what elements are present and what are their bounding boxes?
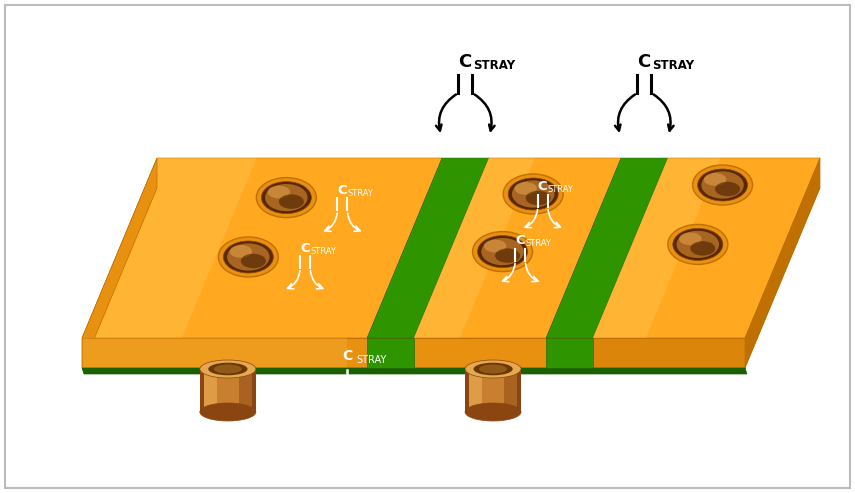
Ellipse shape <box>265 184 308 211</box>
Ellipse shape <box>668 224 728 264</box>
Polygon shape <box>414 158 535 338</box>
Ellipse shape <box>241 254 266 268</box>
Ellipse shape <box>484 240 506 252</box>
Text: STRAY: STRAY <box>310 246 336 255</box>
Ellipse shape <box>279 194 304 209</box>
Text: $\mathbf{C}$: $\mathbf{C}$ <box>637 53 652 71</box>
Ellipse shape <box>209 363 247 375</box>
Text: $\mathbf{C}$: $\mathbf{C}$ <box>300 242 310 254</box>
Ellipse shape <box>495 248 520 263</box>
Polygon shape <box>745 158 820 368</box>
Text: STRAY: STRAY <box>548 185 574 194</box>
Ellipse shape <box>698 169 747 201</box>
Polygon shape <box>204 369 216 412</box>
Polygon shape <box>239 369 251 412</box>
Polygon shape <box>82 338 745 368</box>
Text: STRAY: STRAY <box>652 59 694 72</box>
Polygon shape <box>546 338 745 368</box>
Polygon shape <box>593 158 820 338</box>
Ellipse shape <box>479 364 507 374</box>
Text: $\mathbf{C}$: $\mathbf{C}$ <box>538 180 548 193</box>
Ellipse shape <box>262 181 311 213</box>
Text: STRAY: STRAY <box>526 239 551 248</box>
Ellipse shape <box>478 236 528 268</box>
Polygon shape <box>82 158 442 338</box>
Polygon shape <box>82 158 157 368</box>
Text: $\mathbf{C}$: $\mathbf{C}$ <box>458 53 472 71</box>
Polygon shape <box>367 338 414 368</box>
Polygon shape <box>200 369 256 412</box>
Ellipse shape <box>693 165 752 205</box>
Polygon shape <box>82 338 745 368</box>
Ellipse shape <box>701 172 744 199</box>
Ellipse shape <box>465 360 521 378</box>
Polygon shape <box>469 369 517 412</box>
Ellipse shape <box>268 185 290 198</box>
Polygon shape <box>82 158 256 338</box>
Polygon shape <box>414 158 621 338</box>
Ellipse shape <box>223 241 274 273</box>
Text: $\mathbf{C}$: $\mathbf{C}$ <box>341 349 353 363</box>
Polygon shape <box>82 158 820 338</box>
Text: STRAY: STRAY <box>357 355 386 365</box>
Polygon shape <box>745 158 820 368</box>
Ellipse shape <box>679 232 702 245</box>
Ellipse shape <box>481 238 524 265</box>
Ellipse shape <box>473 232 533 272</box>
Polygon shape <box>465 369 521 412</box>
Ellipse shape <box>256 177 316 217</box>
Ellipse shape <box>474 363 513 375</box>
Polygon shape <box>367 158 488 338</box>
Polygon shape <box>82 338 347 368</box>
Ellipse shape <box>526 191 551 205</box>
Ellipse shape <box>690 241 716 255</box>
Ellipse shape <box>214 364 242 374</box>
Ellipse shape <box>704 173 726 186</box>
Ellipse shape <box>200 360 256 378</box>
Text: $\mathbf{C}$: $\mathbf{C}$ <box>337 184 348 197</box>
Polygon shape <box>546 338 593 368</box>
Ellipse shape <box>504 174 563 214</box>
Ellipse shape <box>465 403 521 421</box>
Text: STRAY: STRAY <box>473 59 515 72</box>
Ellipse shape <box>227 244 269 271</box>
Ellipse shape <box>512 180 554 208</box>
Text: STRAY: STRAY <box>348 189 374 198</box>
Polygon shape <box>82 368 747 374</box>
Polygon shape <box>546 158 668 338</box>
Ellipse shape <box>515 182 537 195</box>
Text: $\mathbf{C}$: $\mathbf{C}$ <box>515 234 526 247</box>
Ellipse shape <box>676 231 719 258</box>
Polygon shape <box>469 369 482 412</box>
Ellipse shape <box>715 182 740 196</box>
Ellipse shape <box>230 245 252 258</box>
Ellipse shape <box>218 237 279 277</box>
Polygon shape <box>593 158 721 338</box>
Polygon shape <box>504 369 517 412</box>
Ellipse shape <box>673 228 722 260</box>
Ellipse shape <box>200 403 256 421</box>
Polygon shape <box>204 369 251 412</box>
Ellipse shape <box>508 178 558 210</box>
